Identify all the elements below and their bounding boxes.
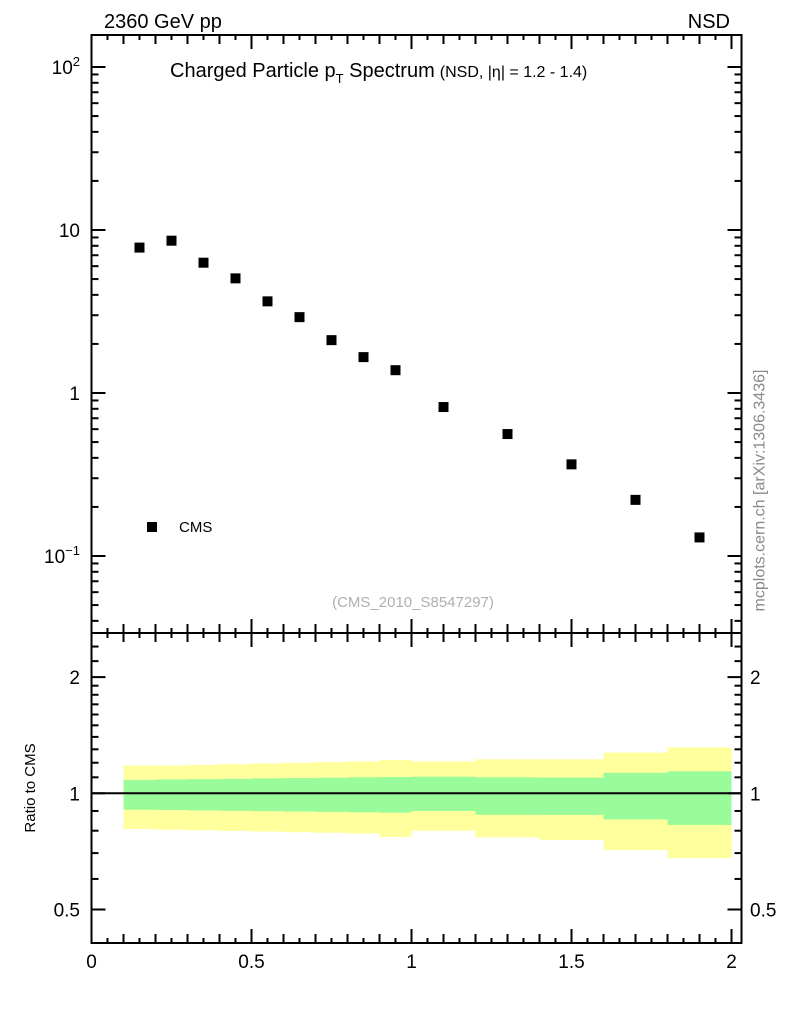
data-point-marker <box>630 494 641 505</box>
y-tick-label: 102 <box>52 54 80 79</box>
data-point-marker <box>134 242 145 253</box>
x-tick-label: 0 <box>86 952 97 973</box>
spectrum-y-ticks <box>91 66 742 622</box>
data-point-marker <box>294 312 305 323</box>
uncertainty-band-inner <box>123 771 732 825</box>
plot-title-subscript: T <box>335 71 344 86</box>
data-point-marker <box>438 402 449 413</box>
ratio-y-tick-labels: 2 2 1 1 0.5 0.5 <box>54 668 777 921</box>
data-point-marker <box>566 459 577 470</box>
pt-spectrum-panel-frame <box>90 34 743 634</box>
x-tick-labels: 0 0.5 1 1.5 2 <box>86 952 737 973</box>
plot-title-main2: Spectrum <box>343 60 435 82</box>
legend-label: CMS <box>179 518 213 536</box>
data-point-marker <box>326 335 337 346</box>
y-tick-label: 2 <box>750 668 761 689</box>
legend-marker-square <box>147 522 157 532</box>
plot-title: Charged Particle pT Spectrum (NSD, |η| = … <box>170 60 587 86</box>
data-point-marker <box>358 352 369 363</box>
data-points <box>134 235 705 543</box>
x-tick-label: 1.5 <box>558 952 584 973</box>
analysis-id-watermark: (CMS_2010_S8547297) <box>332 594 494 611</box>
data-point-marker <box>694 532 705 543</box>
plot-title-selection: (NSD, |η| = 1.2 - 1.4) <box>439 64 588 81</box>
x-tick-label: 1 <box>406 952 417 973</box>
data-point-marker <box>230 273 241 284</box>
panel-frames <box>90 34 743 944</box>
plot-title-main: Charged Particle p <box>170 60 336 82</box>
y-tick-label: 2 <box>69 668 80 689</box>
data-point-marker <box>390 365 401 376</box>
y-tick-label: 0.5 <box>750 900 776 921</box>
x-axis-ticks <box>106 35 733 943</box>
event-class-label: NSD <box>687 11 730 33</box>
x-tick-label: 2 <box>726 952 737 973</box>
spectrum-y-tick-labels: 102 10 1 10−1 <box>44 54 80 568</box>
ratio-y-ticks <box>91 645 742 911</box>
y-tick-label: 1 <box>69 384 80 405</box>
mcplots-arxiv-credit: mcplots.cern.ch [arXiv:1306.3436] <box>751 369 769 612</box>
y-tick-label: 10 <box>59 221 80 242</box>
x-tick-label: 0.5 <box>238 952 264 973</box>
y-tick-label: 1 <box>750 784 761 805</box>
y-tick-label: 10−1 <box>44 543 80 568</box>
y-tick-label: 0.5 <box>54 900 80 921</box>
legend: CMS <box>147 518 213 536</box>
ratio-panel-frame <box>90 632 743 944</box>
data-point-marker <box>502 429 513 440</box>
beam-energy-label: 2360 GeV pp <box>104 11 222 33</box>
data-point-marker <box>166 235 177 246</box>
y-tick-label: 1 <box>69 784 80 805</box>
data-point-marker <box>262 296 273 307</box>
ratio-axis-title: Ratio to CMS <box>22 743 39 833</box>
data-point-marker <box>198 257 209 268</box>
